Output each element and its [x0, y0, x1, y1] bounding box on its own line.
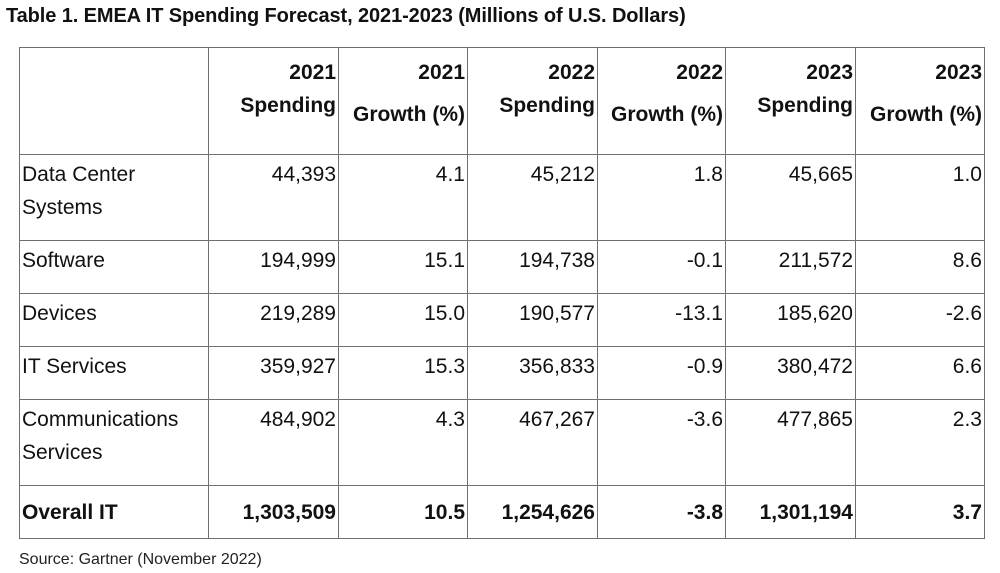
- header-2023-growth: 2023 Growth (%): [855, 47, 985, 155]
- header-year: 2023: [935, 61, 982, 84]
- cell-2021-spending: 44,393: [208, 154, 339, 241]
- cell-2023-spending: 1,301,194: [725, 485, 856, 539]
- cell-2022-growth: -0.1: [597, 240, 726, 294]
- header-year: 2023: [806, 61, 853, 84]
- header-2023-spending: 2023 Spending: [725, 47, 856, 155]
- cell-2023-spending: 185,620: [725, 293, 856, 347]
- spending-forecast-table: 2021 Spending 2021 Growth (%) 2022 Spend…: [19, 47, 985, 539]
- row-label-line1: Data Center: [22, 163, 136, 186]
- cell-2023-spending: 45,665: [725, 154, 856, 241]
- cell-2022-growth: -3.8: [597, 485, 726, 539]
- header-2022-spending: 2022 Spending: [467, 47, 598, 155]
- cell-2023-growth: 6.6: [855, 346, 985, 400]
- table-title: Table 1. EMEA IT Spending Forecast, 2021…: [6, 5, 686, 27]
- cell-2022-spending: 356,833: [467, 346, 598, 400]
- cell-2022-spending: 190,577: [467, 293, 598, 347]
- cell-2022-growth: -13.1: [597, 293, 726, 347]
- cell-2023-growth: 1.0: [855, 154, 985, 241]
- row-label-line2: Systems: [22, 196, 103, 219]
- cell-2022-spending: 45,212: [467, 154, 598, 241]
- row-label-line2: Services: [22, 441, 103, 464]
- cell-2021-growth: 10.5: [338, 485, 468, 539]
- header-metric: Growth (%): [353, 103, 465, 126]
- header-year: 2021: [418, 61, 465, 84]
- header-2022-growth: 2022 Growth (%): [597, 47, 726, 155]
- header-year: 2022: [548, 61, 595, 84]
- cell-2023-spending: 211,572: [725, 240, 856, 294]
- cell-2021-growth: 15.0: [338, 293, 468, 347]
- header-year: 2021: [289, 61, 336, 84]
- table-row-data-center: Data Center Systems 44,393 4.1 45,212 1.…: [19, 154, 985, 241]
- row-label: Devices: [19, 293, 209, 347]
- cell-2021-spending: 484,902: [208, 399, 339, 486]
- table-row-communications: Communications Services 484,902 4.3 467,…: [19, 399, 985, 486]
- cell-2023-growth: 3.7: [855, 485, 985, 539]
- header-metric: Growth (%): [870, 103, 982, 126]
- header-metric: Spending: [499, 94, 595, 117]
- row-label: Overall IT: [19, 485, 209, 539]
- header-cell-empty: [19, 47, 209, 155]
- cell-2022-spending: 467,267: [467, 399, 598, 486]
- header-2021-growth: 2021 Growth (%): [338, 47, 468, 155]
- source-note: Source: Gartner (November 2022): [19, 551, 262, 568]
- table-header-row: 2021 Spending 2021 Growth (%) 2022 Spend…: [19, 47, 985, 155]
- row-label: Communications Services: [19, 399, 209, 486]
- table-row-it-services: IT Services 359,927 15.3 356,833 -0.9 38…: [19, 346, 985, 400]
- row-label-line1: Communications: [22, 408, 179, 431]
- cell-2023-growth: 2.3: [855, 399, 985, 486]
- row-label: Software: [19, 240, 209, 294]
- header-year: 2022: [676, 61, 723, 84]
- cell-2021-spending: 1,303,509: [208, 485, 339, 539]
- cell-2022-growth: -0.9: [597, 346, 726, 400]
- header-metric: Spending: [240, 94, 336, 117]
- cell-2023-growth: -2.6: [855, 293, 985, 347]
- cell-2022-spending: 194,738: [467, 240, 598, 294]
- header-2021-spending: 2021 Spending: [208, 47, 339, 155]
- cell-2021-growth: 15.1: [338, 240, 468, 294]
- cell-2023-spending: 380,472: [725, 346, 856, 400]
- row-label: IT Services: [19, 346, 209, 400]
- table-row-software: Software 194,999 15.1 194,738 -0.1 211,5…: [19, 240, 985, 294]
- cell-2021-growth: 4.3: [338, 399, 468, 486]
- cell-2023-growth: 8.6: [855, 240, 985, 294]
- cell-2022-growth: -3.6: [597, 399, 726, 486]
- cell-2021-growth: 15.3: [338, 346, 468, 400]
- cell-2022-spending: 1,254,626: [467, 485, 598, 539]
- cell-2021-spending: 194,999: [208, 240, 339, 294]
- cell-2021-spending: 219,289: [208, 293, 339, 347]
- cell-2021-growth: 4.1: [338, 154, 468, 241]
- table-row-devices: Devices 219,289 15.0 190,577 -13.1 185,6…: [19, 293, 985, 347]
- header-metric: Growth (%): [611, 103, 723, 126]
- cell-2021-spending: 359,927: [208, 346, 339, 400]
- cell-2022-growth: 1.8: [597, 154, 726, 241]
- table-row-overall-it: Overall IT 1,303,509 10.5 1,254,626 -3.8…: [19, 485, 985, 539]
- header-metric: Spending: [757, 94, 853, 117]
- cell-2023-spending: 477,865: [725, 399, 856, 486]
- row-label: Data Center Systems: [19, 154, 209, 241]
